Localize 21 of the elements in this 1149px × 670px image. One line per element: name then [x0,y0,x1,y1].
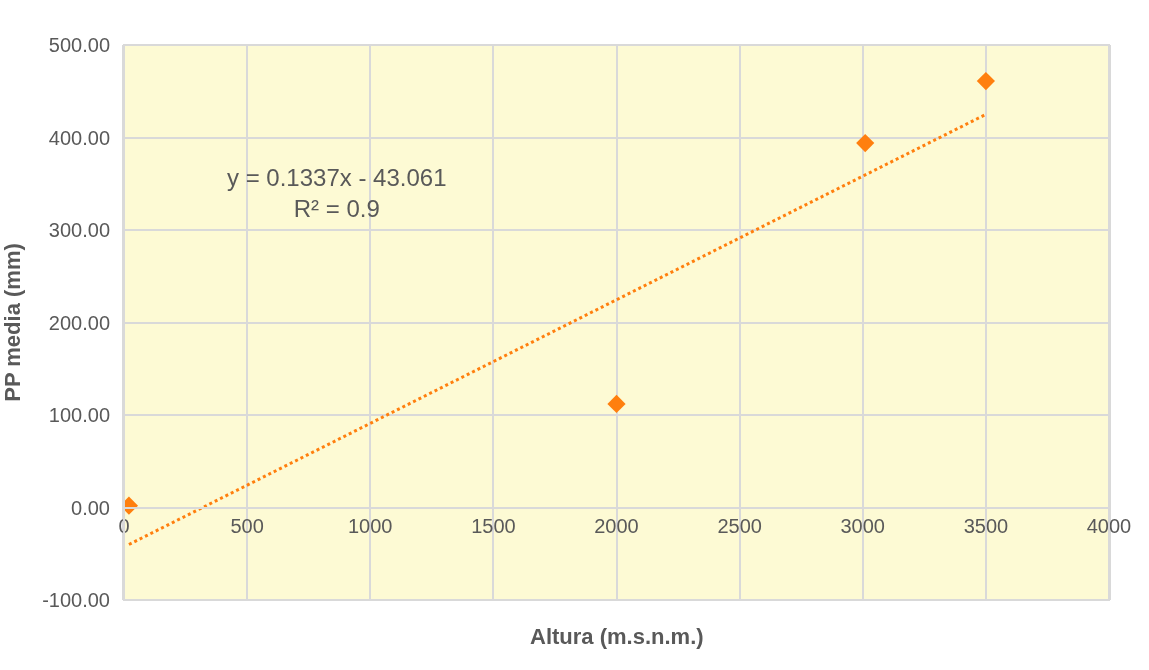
y-tick-label: -100.00 [42,589,110,611]
x-tick-label: 2000 [594,514,639,537]
x-tick-label: 500 [230,514,264,537]
point [607,394,626,413]
y-tick-label: 500.00 [48,34,110,56]
point [976,71,995,91]
x-tick-label: 1500 [471,514,516,537]
x-tick-label: 1000 [348,514,393,537]
y-tick-label: 400.00 [48,126,110,149]
y-tick-label: 0.00 [71,496,110,519]
x-tick-label: 4000 [1086,514,1132,537]
y-tick-label: 200.00 [48,311,110,334]
y-axis-title: PP media (mm) [0,243,26,402]
x-tick-label: 3500 [963,514,1009,537]
y-tick-label: 300.00 [48,219,110,241]
point [856,133,875,153]
x-axis-title: Altura (m.s.n.m.) [530,624,704,649]
annotation: y = 0.1337x - 43.061 R² = 0.9 [227,164,447,223]
x-tick-label: 2500 [717,514,762,537]
x-tick-label: 3000 [840,514,885,537]
y-tick-label: 100.00 [48,404,110,426]
